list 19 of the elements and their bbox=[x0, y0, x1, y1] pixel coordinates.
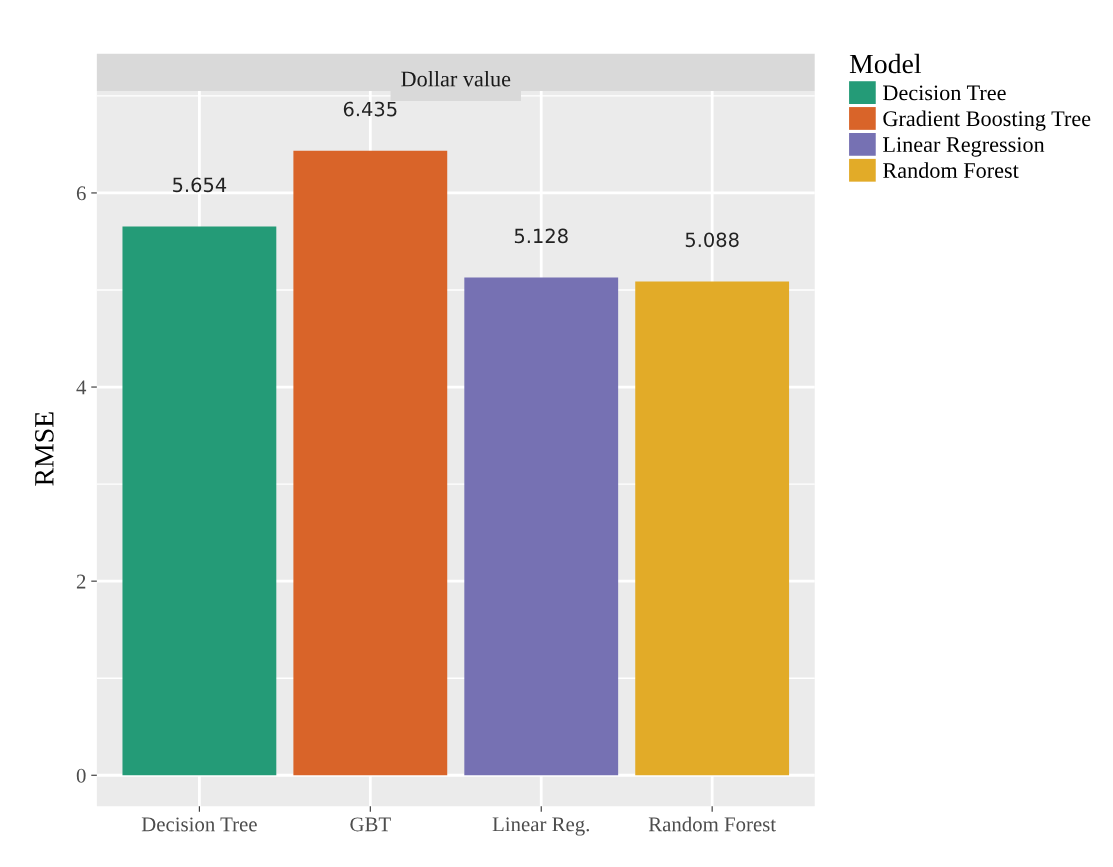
legend-label: Gradient Boosting Tree bbox=[883, 110, 1091, 131]
chart-title: Dollar value bbox=[401, 70, 511, 87]
y-tick-label: 4 bbox=[76, 380, 87, 395]
legend-label: Decision Tree bbox=[883, 85, 1006, 101]
x-tick-label: Random Forest bbox=[648, 816, 776, 832]
data-label: 5.128 bbox=[514, 228, 568, 244]
y-tick-label: 2 bbox=[76, 574, 86, 589]
legend-label: Linear Regression bbox=[883, 137, 1045, 157]
data-label: 5.088 bbox=[685, 232, 739, 248]
y-axis-title: RMSE bbox=[35, 412, 54, 486]
data-label: 5.654 bbox=[173, 177, 227, 193]
x-tick-label: GBT bbox=[350, 817, 391, 832]
y-tick-label: 6 bbox=[76, 186, 86, 201]
legend-title: Model bbox=[849, 53, 922, 74]
legend-label: Random Forest bbox=[883, 162, 1019, 178]
y-tick-label: 0 bbox=[76, 768, 86, 783]
x-tick-label: Linear Reg. bbox=[492, 817, 590, 836]
x-tick-label: Decision Tree bbox=[141, 817, 257, 832]
data-label: 6.435 bbox=[343, 101, 397, 117]
